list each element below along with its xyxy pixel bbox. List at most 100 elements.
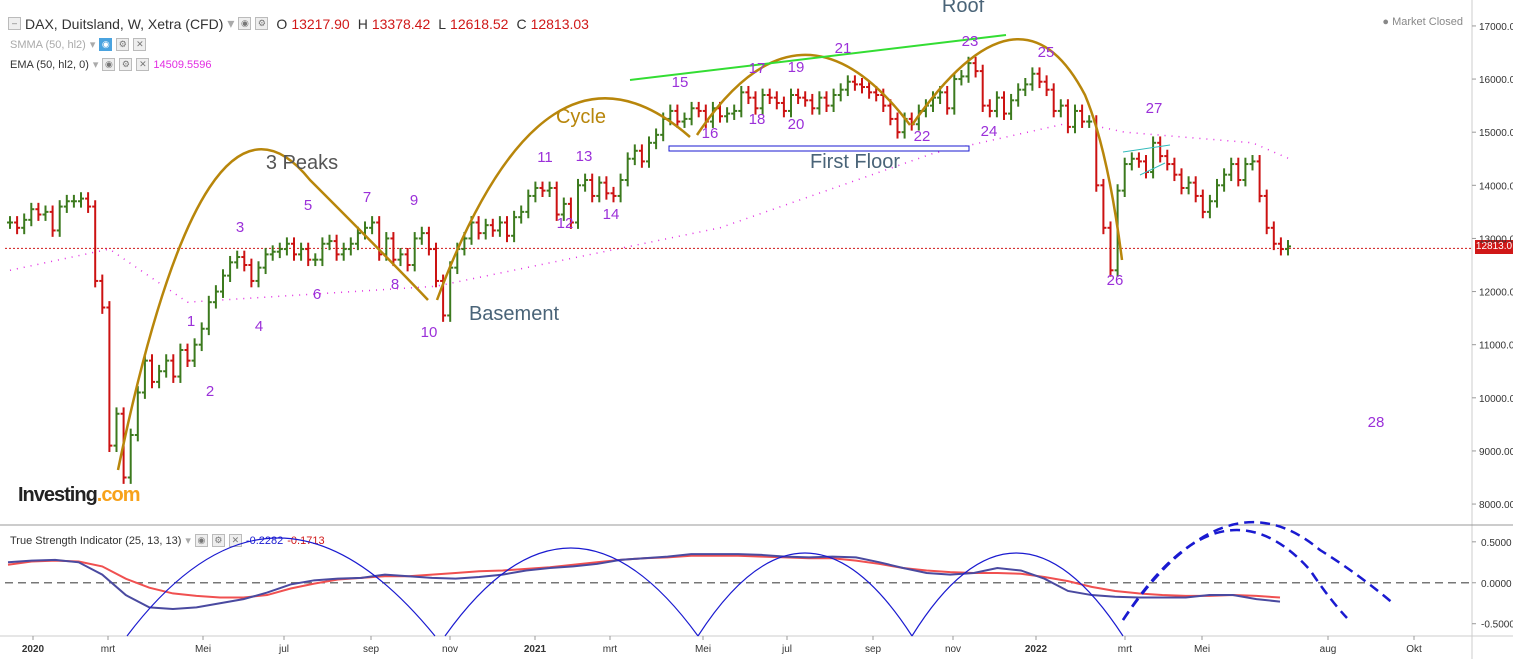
settings-icon[interactable]: ⚙	[119, 58, 133, 71]
tsi-cycle-arc	[911, 552, 1124, 637]
y-tick-label: 10000.00	[1479, 394, 1513, 405]
annotation-label: 28	[1368, 414, 1385, 431]
ohlc-high-label: H	[357, 15, 368, 32]
eye-icon[interactable]: ◉	[194, 534, 208, 547]
investing-logo: Investing.com	[18, 484, 140, 506]
cycle-arc-2	[695, 53, 911, 136]
tsi-cycle-arc	[444, 547, 699, 637]
market-status: ● Market Closed	[1382, 16, 1463, 28]
ema-dropdown-icon[interactable]: ▾	[92, 59, 99, 71]
pattern-label: First Floor	[810, 151, 900, 173]
x-tick-label: Okt	[1406, 644, 1422, 655]
annotation-label: 11	[537, 149, 553, 166]
x-tick-label: mrt	[1118, 644, 1133, 655]
tsi-label: True Strength Indicator (25, 13, 13)	[10, 534, 182, 547]
annotation-label: 7	[363, 189, 371, 206]
settings-icon[interactable]: ⚙	[211, 534, 225, 547]
eye-icon[interactable]: ◉	[99, 38, 113, 51]
annotation-label: 16	[702, 125, 719, 142]
x-tick-label: Mei	[1194, 644, 1210, 655]
smma-label: SMMA (50, hl2)	[10, 38, 86, 51]
chart-title: DAX, Duitsland, W, Xetra (CFD)	[25, 15, 224, 32]
roof-arc	[910, 38, 1124, 261]
pattern-label: Cycle	[556, 106, 606, 128]
x-tick-label: Mei	[695, 644, 711, 655]
y-tick-label: 16000.00	[1479, 75, 1513, 86]
annotation-label: 20	[788, 116, 805, 133]
settings-icon[interactable]: ⚙	[116, 38, 130, 51]
three-peaks-arc	[116, 148, 429, 471]
roof-trendline	[629, 34, 1007, 81]
eye-icon[interactable]: ◉	[102, 58, 116, 71]
pattern-label: 3 Peaks	[266, 152, 338, 174]
last-price-tag: 12813.0	[1475, 240, 1513, 254]
annotation-label: 13	[576, 148, 593, 165]
tsi-tick-label: 0.0000	[1481, 579, 1512, 590]
first-floor-box	[668, 145, 970, 152]
y-tick-label: 15000.00	[1479, 128, 1513, 139]
x-tick-label: 2022	[1025, 644, 1048, 655]
y-tick-label: 17000.00	[1479, 22, 1513, 33]
annotation-label: 10	[421, 324, 438, 341]
annotation-label: 17	[749, 60, 766, 77]
x-tick-label: sep	[865, 644, 882, 655]
x-tick-label: mrt	[101, 644, 116, 655]
tsi-cycle-arc	[126, 537, 436, 637]
ohlc-high-value: 13378.42	[371, 15, 431, 32]
ohlc-open-value: 13217.90	[291, 15, 350, 32]
x-tick-label: jul	[781, 644, 792, 655]
y-tick-label: 13000.00	[1479, 234, 1513, 245]
y-tick-label: 12000.00	[1479, 288, 1513, 299]
collapse-icon[interactable]: –	[8, 17, 21, 30]
annotation-label: 26	[1107, 272, 1124, 289]
y-tick-label: 8000.00	[1479, 500, 1513, 511]
pattern-label: Roof	[942, 0, 985, 17]
y-tick-label: 14000.00	[1479, 181, 1513, 192]
close-icon[interactable]: ✕	[136, 58, 150, 71]
smma-dropdown-icon[interactable]: ▾	[89, 39, 96, 51]
x-tick-label: nov	[945, 644, 961, 655]
tsi-line	[7, 553, 1281, 610]
close-icon[interactable]: ✕	[228, 534, 242, 547]
annotation-label: 22	[914, 128, 931, 145]
x-tick-label: Mei	[195, 644, 211, 655]
annotation-label: 18	[749, 111, 766, 128]
annotation-label: 27	[1146, 100, 1163, 117]
eye-icon[interactable]: ◉	[238, 17, 252, 30]
close-icon[interactable]: ✕	[133, 38, 147, 51]
smma-legend: SMMA (50, hl2) ▾ ◉ ⚙ ✕	[10, 38, 147, 51]
x-tick-label: sep	[363, 644, 380, 655]
x-tick-label: 2020	[22, 644, 45, 655]
cycle-arc-1	[435, 97, 691, 301]
annotation-label: 15	[672, 74, 689, 91]
x-tick-label: aug	[1320, 644, 1337, 655]
ohlc-close-label: C	[516, 15, 527, 32]
tsi-dropdown-icon[interactable]: ▾	[185, 535, 191, 547]
ohlc-open-label: O	[276, 15, 288, 32]
annotation-label: 3	[236, 219, 244, 236]
ohlc-low-value: 12618.52	[450, 15, 509, 32]
annotation-label: 21	[835, 40, 852, 57]
flag-line-lower	[1139, 162, 1166, 176]
dropdown-arrow-icon[interactable]: ▾	[227, 15, 235, 31]
annotation-label: 19	[788, 59, 805, 76]
annotation-label: 23	[962, 33, 979, 50]
ohlc-low-label: L	[438, 15, 447, 32]
tsi-cycle-arc	[697, 552, 913, 637]
annotation-label: 2	[206, 383, 214, 400]
annotation-label: 9	[410, 192, 418, 209]
annotation-label: 1	[187, 313, 195, 330]
ema-legend: EMA (50, hl2, 0) ▾ ◉ ⚙ ✕ 14509.5596	[10, 58, 212, 71]
tsi-tick-label: 0.5000	[1481, 538, 1512, 549]
ema-value: 14509.5596	[153, 58, 212, 71]
ohlc-close-value: 12813.03	[530, 15, 589, 32]
x-tick-label: jul	[278, 644, 289, 655]
annotation-label: 4	[255, 318, 263, 335]
annotation-label: 25	[1038, 44, 1055, 61]
x-tick-label: nov	[442, 644, 458, 655]
annotation-label: 14	[603, 206, 620, 223]
settings-icon[interactable]: ⚙	[255, 17, 269, 30]
pattern-label: Basement	[469, 303, 559, 325]
annotation-label: 24	[981, 123, 998, 140]
